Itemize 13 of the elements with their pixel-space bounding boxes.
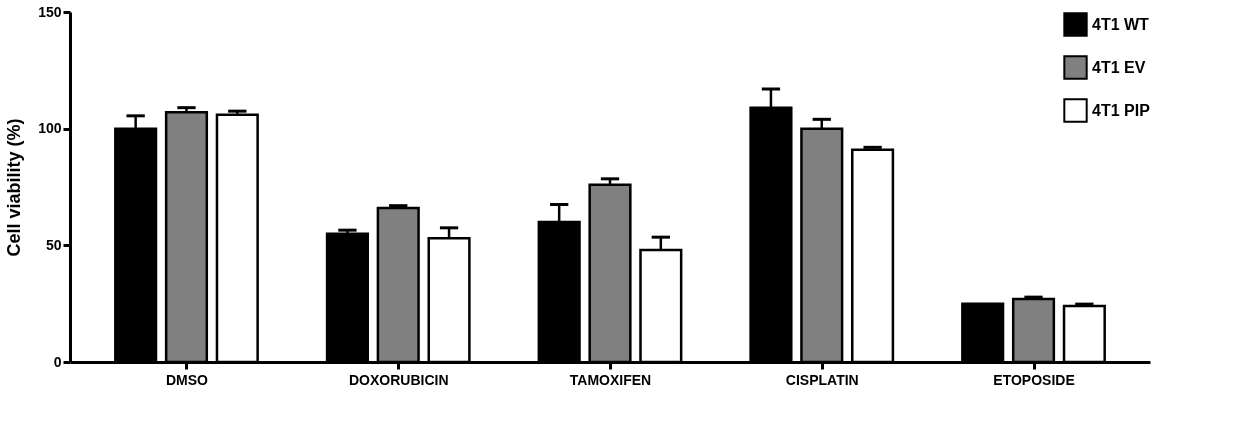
x-tick-label: DMSO: [165, 371, 209, 388]
x-tick-label: CISPLATIN: [785, 371, 859, 388]
y-tick-label: 100: [38, 120, 62, 137]
y-axis-title: Cell viability (%): [4, 118, 25, 257]
x-tick-label: DOXORUBICIN: [348, 371, 449, 388]
legend-label: 4T1 WT: [1092, 15, 1150, 33]
y-tick-label: 50: [45, 236, 62, 253]
legend-label: 4T1 EV: [1092, 58, 1146, 76]
y-tick-label: 0: [53, 353, 62, 370]
x-tick-label: ETOPOSIDE: [993, 371, 1075, 388]
legend-label: 4T1 PIP: [1092, 101, 1151, 119]
y-tick-label: 150: [38, 3, 62, 20]
x-tick-label: TAMOXIFEN: [569, 371, 652, 388]
